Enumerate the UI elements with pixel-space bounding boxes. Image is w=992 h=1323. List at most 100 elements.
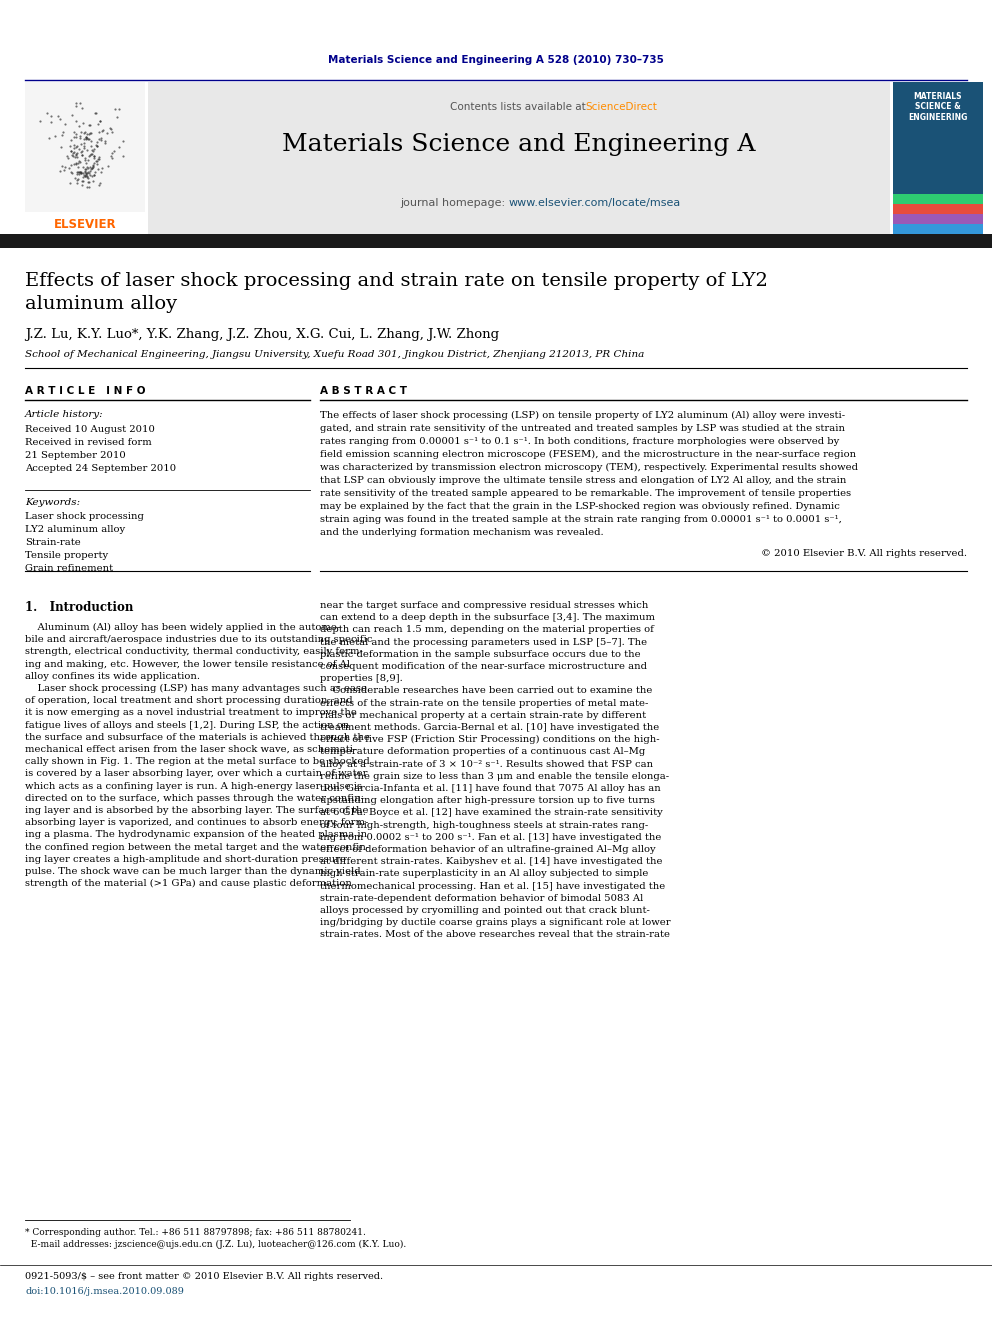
Text: pulse. The shock wave can be much larger than the dynamic yield: pulse. The shock wave can be much larger… xyxy=(25,867,361,876)
Text: and the underlying formation mechanism was revealed.: and the underlying formation mechanism w… xyxy=(320,528,603,537)
Point xyxy=(78,163,94,184)
Point xyxy=(109,107,125,128)
Text: ing/bridging by ductile coarse grains plays a significant role at lower: ing/bridging by ductile coarse grains pl… xyxy=(320,918,671,927)
Point xyxy=(66,135,82,156)
Point xyxy=(83,140,99,161)
Point xyxy=(74,144,90,165)
Point xyxy=(81,164,97,185)
Text: MATERIALS
SCIENCE &
ENGINEERING: MATERIALS SCIENCE & ENGINEERING xyxy=(909,93,967,122)
Point xyxy=(84,165,100,187)
Text: the confined region between the metal target and the water confin-: the confined region between the metal ta… xyxy=(25,843,369,852)
Text: rates ranging from 0.00001 s⁻¹ to 0.1 s⁻¹. In both conditions, fracture morpholo: rates ranging from 0.00001 s⁻¹ to 0.1 s⁻… xyxy=(320,437,839,446)
Text: Received in revised form: Received in revised form xyxy=(25,438,152,447)
Text: LY2 aluminum alloy: LY2 aluminum alloy xyxy=(25,525,125,534)
Text: effect of five FSP (Friction Stir Processing) conditions on the high-: effect of five FSP (Friction Stir Proces… xyxy=(320,736,660,745)
Point xyxy=(43,106,59,127)
Text: Aluminum (Al) alloy has been widely applied in the automo-: Aluminum (Al) alloy has been widely appl… xyxy=(25,623,340,632)
Text: which acts as a confining layer is run. A high-energy laser pulse is: which acts as a confining layer is run. … xyxy=(25,782,362,791)
Point xyxy=(68,147,84,168)
Text: Laser shock processing (LSP) has many advantages such as ease: Laser shock processing (LSP) has many ad… xyxy=(25,684,367,693)
Point xyxy=(91,172,107,193)
Point xyxy=(91,175,107,196)
Point xyxy=(57,156,72,177)
Point xyxy=(52,161,67,183)
Point xyxy=(41,127,57,148)
Point xyxy=(85,156,101,177)
Text: ELSEVIER: ELSEVIER xyxy=(54,218,116,232)
Point xyxy=(79,139,95,160)
Text: bile and aircraft/aerospace industries due to its outstanding specific: bile and aircraft/aerospace industries d… xyxy=(25,635,373,644)
Point xyxy=(71,161,87,183)
Text: strain-rates. Most of the above researches reveal that the strain-rate: strain-rates. Most of the above research… xyxy=(320,930,670,939)
Point xyxy=(103,143,119,164)
Point xyxy=(79,176,95,197)
Text: temperature deformation properties of a continuous cast Al–Mg: temperature deformation properties of a … xyxy=(320,747,645,757)
Point xyxy=(93,130,109,151)
Text: aluminum alloy: aluminum alloy xyxy=(25,295,178,314)
Point xyxy=(71,115,87,136)
Text: rate sensitivity of the treated sample appeared to be remarkable. The improvemen: rate sensitivity of the treated sample a… xyxy=(320,490,851,497)
Point xyxy=(75,112,91,134)
Point xyxy=(81,128,97,149)
Text: upstanding elongation after high-pressure torsion up to five turns: upstanding elongation after high-pressur… xyxy=(320,796,655,806)
Point xyxy=(56,159,71,180)
Point xyxy=(80,128,96,149)
Point xyxy=(75,163,91,184)
Point xyxy=(69,173,85,194)
Text: near the target surface and compressive residual stresses which: near the target surface and compressive … xyxy=(320,601,649,610)
Point xyxy=(67,111,83,132)
Text: Materials Science and Engineering A 528 (2010) 730–735: Materials Science and Engineering A 528 … xyxy=(328,56,664,65)
Text: journal homepage:: journal homepage: xyxy=(400,198,509,208)
Point xyxy=(76,138,92,159)
Text: consequent modification of the near-surface microstructure and: consequent modification of the near-surf… xyxy=(320,662,647,671)
Point xyxy=(87,161,103,183)
Text: depth can reach 1.5 mm, depending on the material properties of: depth can reach 1.5 mm, depending on the… xyxy=(320,626,654,635)
Text: treatment methods. Garcia-Bernal et al. [10] have investigated the: treatment methods. Garcia-Bernal et al. … xyxy=(320,722,660,732)
Point xyxy=(107,98,123,119)
Point xyxy=(75,128,91,149)
Point xyxy=(67,153,83,175)
Point xyxy=(68,143,84,164)
Point xyxy=(76,165,92,187)
Point xyxy=(63,161,79,183)
Point xyxy=(77,159,93,180)
Text: www.elsevier.com/locate/msea: www.elsevier.com/locate/msea xyxy=(509,198,682,208)
Point xyxy=(95,119,111,140)
Point xyxy=(79,163,95,184)
Point xyxy=(44,111,60,132)
Point xyxy=(85,140,101,161)
Point xyxy=(63,140,79,161)
Text: strain aging was found in the treated sample at the strain rate ranging from 0.0: strain aging was found in the treated sa… xyxy=(320,515,842,524)
Text: the surface and subsurface of the materials is achieved through the: the surface and subsurface of the materi… xyxy=(25,733,370,742)
Point xyxy=(84,144,100,165)
Point xyxy=(79,167,95,188)
Point xyxy=(86,164,102,185)
Point xyxy=(91,128,107,149)
Point xyxy=(111,98,127,119)
Point xyxy=(70,163,86,184)
Point xyxy=(62,136,77,157)
Point xyxy=(68,124,84,146)
Point xyxy=(77,164,93,185)
Text: it is now emerging as a novel industrial treatment to improve the: it is now emerging as a novel industrial… xyxy=(25,708,357,717)
Point xyxy=(72,161,88,183)
Text: mechanical effect arisen from the laser shock wave, as schemati-: mechanical effect arisen from the laser … xyxy=(25,745,356,754)
Point xyxy=(99,122,115,143)
Text: Grain refinement: Grain refinement xyxy=(25,564,113,573)
Point xyxy=(71,151,87,172)
Point xyxy=(79,156,95,177)
Point xyxy=(88,149,104,171)
Point xyxy=(80,167,96,188)
Point xyxy=(86,152,102,173)
Point xyxy=(96,132,112,153)
Point xyxy=(86,147,102,168)
Point xyxy=(111,136,127,157)
Text: the metal and the processing parameters used in LSP [5–7]. The: the metal and the processing parameters … xyxy=(320,638,647,647)
Point xyxy=(61,147,76,168)
Point xyxy=(89,153,105,175)
Point xyxy=(92,127,108,148)
Bar xyxy=(893,194,983,204)
Point xyxy=(63,144,79,165)
Text: can extend to a deep depth in the subsurface [3,4]. The maximum: can extend to a deep depth in the subsur… xyxy=(320,613,655,622)
Text: ing from 0.0002 s⁻¹ to 200 s⁻¹. Fan et al. [13] have investigated the: ing from 0.0002 s⁻¹ to 200 s⁻¹. Fan et a… xyxy=(320,832,662,841)
